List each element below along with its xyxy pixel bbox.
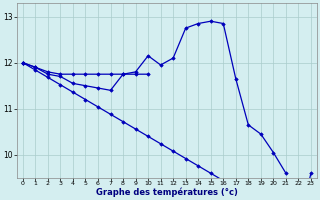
X-axis label: Graphe des températures (°c): Graphe des températures (°c) <box>96 188 238 197</box>
